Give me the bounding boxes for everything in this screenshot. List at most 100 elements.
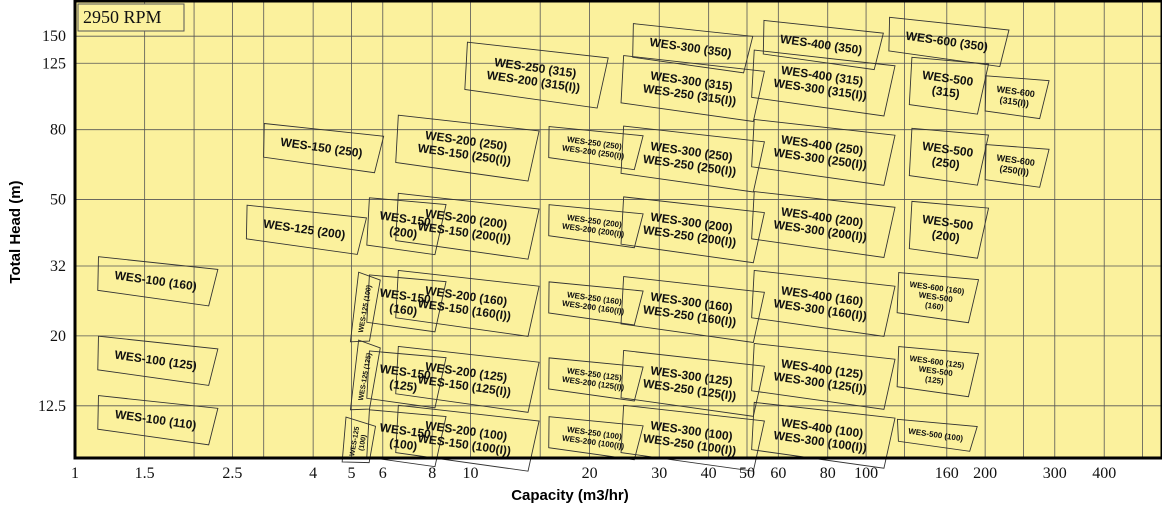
x-tick-label: 80	[820, 465, 836, 482]
pump-region	[548, 281, 644, 326]
pump-region	[751, 49, 896, 117]
pump-label-text: WES-150(160)	[377, 286, 432, 321]
x-tick-label: 6	[379, 465, 387, 482]
rpm-annotation: 2950 RPM	[83, 7, 162, 27]
pump-region	[751, 401, 896, 469]
pump-region	[548, 357, 644, 402]
pump-label: WES-600(315(I))	[994, 84, 1036, 109]
pump-region	[395, 269, 540, 337]
x-tick-label: 100	[854, 465, 878, 482]
pump-region	[896, 418, 978, 452]
pump-region	[908, 56, 990, 115]
pump-region	[762, 19, 884, 71]
pump-label-line: (250)	[931, 154, 961, 172]
x-tick-label: 30	[651, 465, 667, 482]
pump-label: WES-150(200)	[377, 208, 432, 243]
pump-region	[548, 416, 644, 461]
x-tick-label: 1.5	[135, 465, 155, 482]
pump-label: WES-600(250(I))	[994, 153, 1036, 178]
pump-label: WES-150(100)	[377, 420, 432, 455]
x-tick-label: 60	[770, 465, 786, 482]
x-tick-label: 8	[428, 465, 436, 482]
pump-region	[395, 345, 540, 413]
pump-region	[395, 192, 540, 260]
pump-region	[366, 409, 447, 468]
x-tick-label: 50	[739, 465, 755, 482]
x-tick-label: 200	[973, 465, 997, 482]
x-tick-label: 300	[1043, 465, 1067, 482]
pump-label: WES-150(125)	[377, 362, 432, 397]
y-tick-label: 80	[50, 122, 66, 139]
pump-label-text: WES-500(200)	[919, 212, 974, 247]
pump-label-text: WES-600(315(I))	[994, 84, 1035, 109]
pump-label-line: (315(I))	[999, 95, 1030, 109]
pump-region	[984, 75, 1050, 120]
y-tick-labels: 150 125 80 50 32 20 12.5	[38, 28, 66, 415]
x-tick-label: 40	[701, 465, 717, 482]
pump-label-text: WES-150(200)	[377, 208, 432, 243]
pump-region	[245, 204, 368, 255]
x-tick-label: 5	[347, 465, 355, 482]
y-tick-label: 12.5	[38, 398, 66, 415]
pump-label-line: (200)	[931, 227, 961, 245]
x-tick-label: 2.5	[222, 465, 242, 482]
x-tick-labels: 1 1.5 2.5 4 5 6 8 10 20 30 40 50 60 80 100 160 200 300 400	[71, 465, 1116, 482]
pump-region	[751, 269, 896, 337]
pump-label: WES-500(315)	[919, 68, 974, 103]
pump-region	[97, 256, 219, 307]
pump-label-text: WES-500(315)	[919, 68, 974, 103]
pump-region	[620, 55, 765, 122]
x-tick-label: 10	[463, 465, 479, 482]
pump-region	[751, 118, 896, 186]
pump-region	[908, 127, 990, 186]
pump-region	[464, 41, 609, 109]
pump-label-line: (100)	[358, 434, 368, 451]
pump-region	[366, 274, 447, 333]
pump-label-text: WES-150(125)	[377, 362, 432, 397]
pump-region	[341, 416, 377, 464]
pump-region	[908, 200, 990, 259]
x-tick-label: 1	[71, 465, 79, 482]
x-tick-label: 160	[935, 465, 959, 482]
pump-region	[620, 125, 765, 193]
grid	[75, 1, 1162, 458]
pump-region	[620, 196, 765, 264]
y-tick-label: 125	[42, 55, 66, 72]
y-tick-label: 20	[50, 328, 66, 345]
pump-region	[620, 404, 765, 472]
pump-region	[620, 276, 765, 343]
x-axis-title: Capacity (m3/hr)	[511, 487, 629, 504]
pump-label-line: (315)	[931, 83, 961, 101]
pump-label-text: WES-150(100)	[377, 420, 432, 455]
pump-region	[896, 346, 980, 398]
pump-label-text: WES-500(250)	[919, 139, 974, 174]
pump-label-text: WES-600(250(I))	[994, 153, 1035, 178]
pump-region	[896, 272, 980, 324]
pump-label-line: (200)	[388, 224, 418, 242]
pump-region	[632, 23, 754, 74]
pump-region	[349, 339, 381, 411]
y-axis-title: Total Head (m)	[7, 180, 24, 283]
pump-label-line: (100)	[388, 436, 418, 454]
pump-region	[97, 335, 219, 386]
pump-regions	[97, 16, 1050, 472]
pump-region	[263, 123, 385, 174]
pump-region	[751, 191, 896, 258]
rpm-box	[77, 3, 185, 32]
pump-label-line: (250(I))	[999, 163, 1030, 177]
pump-region	[548, 126, 644, 171]
pump-label-line: (125)	[388, 377, 418, 395]
pump-region	[395, 404, 540, 472]
pump-region	[395, 114, 540, 182]
pump-label-line: (160)	[388, 301, 418, 319]
pump-label: WES-125(100)	[349, 426, 368, 457]
pump-region	[366, 197, 447, 256]
pump-label: WES-150(160)	[377, 286, 432, 321]
plot-background	[75, 1, 1162, 458]
pump-region	[366, 350, 447, 409]
pump-region	[888, 16, 1010, 68]
pump-region	[548, 204, 644, 249]
pump-label: WES-500(250)	[919, 139, 974, 174]
pump-region	[984, 144, 1050, 188]
